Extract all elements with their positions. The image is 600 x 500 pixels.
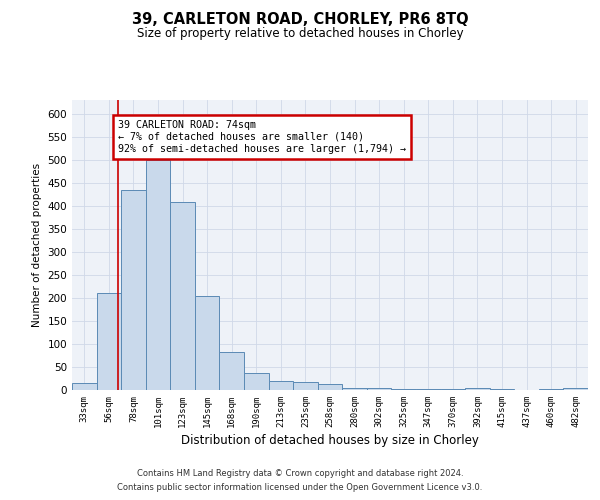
Bar <box>269 381 293 390</box>
Bar <box>121 190 146 390</box>
Bar <box>367 388 391 390</box>
Bar <box>97 294 121 390</box>
Bar <box>440 388 465 390</box>
Text: Contains HM Land Registry data © Crown copyright and database right 2024.: Contains HM Land Registry data © Crown c… <box>137 468 463 477</box>
Bar <box>72 383 97 390</box>
Bar <box>342 388 367 390</box>
Bar <box>465 388 490 390</box>
X-axis label: Distribution of detached houses by size in Chorley: Distribution of detached houses by size … <box>181 434 479 447</box>
Bar <box>293 382 318 390</box>
Bar <box>195 296 220 390</box>
Text: 39, CARLETON ROAD, CHORLEY, PR6 8TQ: 39, CARLETON ROAD, CHORLEY, PR6 8TQ <box>131 12 469 28</box>
Text: 39 CARLETON ROAD: 74sqm
← 7% of detached houses are smaller (140)
92% of semi-de: 39 CARLETON ROAD: 74sqm ← 7% of detached… <box>118 120 406 154</box>
Bar <box>391 388 416 390</box>
Bar <box>170 202 195 390</box>
Bar <box>146 160 170 390</box>
Bar <box>244 373 269 390</box>
Bar <box>490 388 514 390</box>
Bar <box>318 384 342 390</box>
Y-axis label: Number of detached properties: Number of detached properties <box>32 163 42 327</box>
Text: Contains public sector information licensed under the Open Government Licence v3: Contains public sector information licen… <box>118 484 482 492</box>
Bar <box>220 352 244 390</box>
Bar <box>563 388 588 390</box>
Bar <box>416 388 440 390</box>
Bar <box>539 388 563 390</box>
Text: Size of property relative to detached houses in Chorley: Size of property relative to detached ho… <box>137 28 463 40</box>
